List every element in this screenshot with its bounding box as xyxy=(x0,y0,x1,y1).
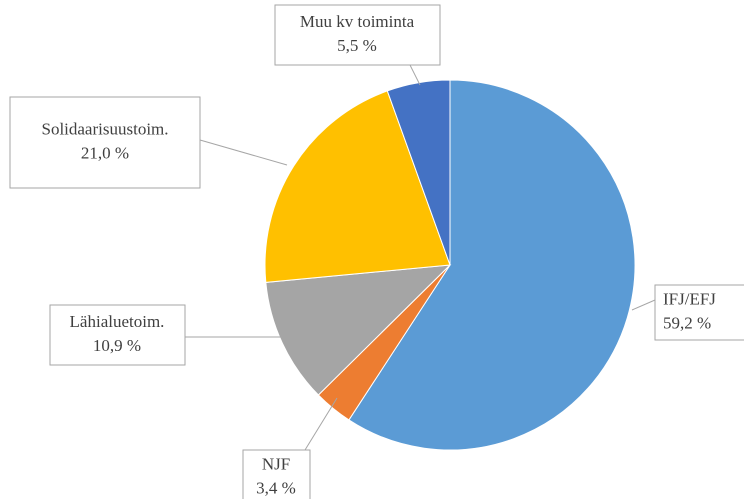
category-label: Solidaarisuustoim. xyxy=(41,119,168,138)
pie-slice xyxy=(348,79,636,451)
pie-slice xyxy=(386,79,451,266)
value-label: 10,9 % xyxy=(93,336,141,355)
pie-slice xyxy=(264,90,451,283)
value-label: 5,5 % xyxy=(337,36,377,55)
label-box xyxy=(242,449,311,499)
leader-line xyxy=(631,299,656,311)
leader-line xyxy=(304,397,338,451)
label-box xyxy=(49,304,186,366)
category-label: NJF xyxy=(262,454,290,473)
pie-slice xyxy=(265,264,452,396)
label-box xyxy=(9,96,201,189)
value-label: 21,0 % xyxy=(81,143,129,162)
value-label: 59,2 % xyxy=(663,313,711,332)
category-label: IFJ/EFJ xyxy=(663,289,716,308)
leader-line xyxy=(199,139,288,166)
category-label: Lähialuetoim. xyxy=(70,312,165,331)
label-box xyxy=(654,284,744,341)
value-label: 3,4 % xyxy=(256,478,296,497)
label-box xyxy=(274,4,441,66)
category-label: Muu kv toiminta xyxy=(300,12,415,31)
leader-line xyxy=(409,64,421,86)
